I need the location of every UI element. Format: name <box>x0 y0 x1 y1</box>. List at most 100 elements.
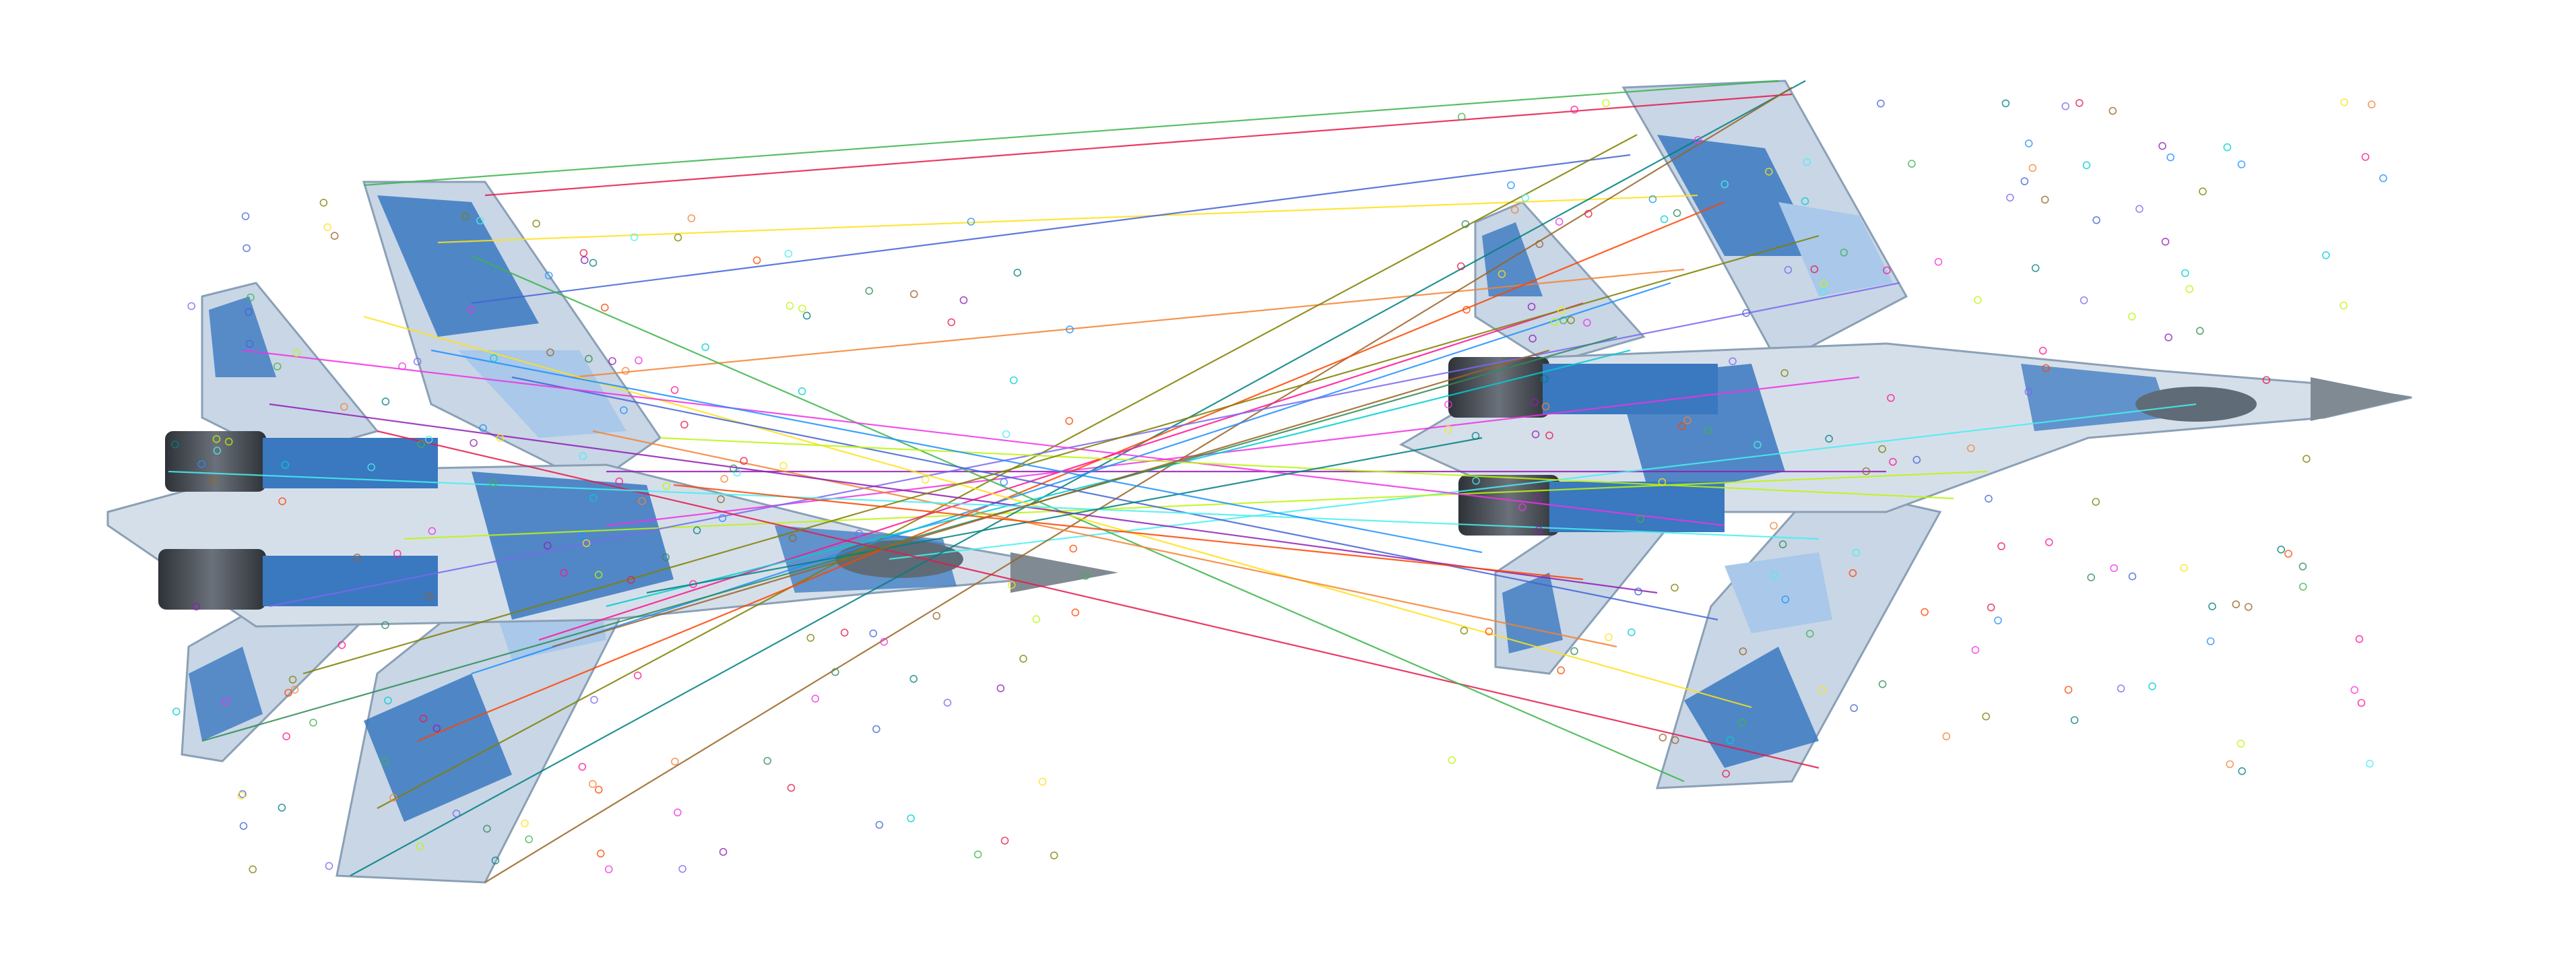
keypoint <box>330 232 339 240</box>
keypoint <box>967 218 975 226</box>
keypoint <box>1050 851 1058 860</box>
match-line <box>168 470 1820 540</box>
keypoint <box>428 527 437 536</box>
keypoint <box>237 791 245 800</box>
keypoint <box>1013 268 1022 277</box>
match-line <box>484 87 1793 883</box>
keypoint <box>2075 99 2084 107</box>
keypoint <box>973 850 982 859</box>
keypoint <box>1967 444 1975 453</box>
keypoint <box>543 542 552 550</box>
keypoint <box>600 303 609 312</box>
keypoint <box>1032 615 1041 624</box>
keypoint <box>2379 174 2387 183</box>
keypoint <box>1038 777 1047 786</box>
keypoint <box>589 494 598 503</box>
keypoint <box>784 249 793 258</box>
keypoint <box>1010 376 1018 385</box>
keypoint <box>1819 288 1828 296</box>
keypoint <box>187 302 196 311</box>
match-line <box>471 282 1671 675</box>
keypoint <box>909 674 918 683</box>
keypoint <box>2061 102 2069 110</box>
keypoint <box>802 311 811 320</box>
keypoint <box>2070 716 2079 724</box>
keypoint <box>689 580 697 588</box>
keypoint <box>798 304 806 313</box>
keypoint <box>1887 393 1895 402</box>
keypoint <box>1444 425 1452 434</box>
keypoint <box>2226 760 2234 769</box>
keypoint <box>589 780 597 788</box>
keypoint <box>2031 264 2040 272</box>
keypoint <box>875 820 884 829</box>
keypoint <box>1485 627 1493 636</box>
keypoint <box>2181 269 2189 278</box>
keypoint <box>1889 457 1897 466</box>
keypoint <box>785 302 794 310</box>
keypoint <box>2148 682 2156 690</box>
keypoint <box>282 732 290 740</box>
keypoint <box>2042 364 2050 373</box>
keypoint <box>491 856 500 865</box>
keypoint <box>947 318 956 327</box>
keypoint <box>1971 646 1980 654</box>
keypoint <box>590 696 598 704</box>
keypoint <box>1678 422 1686 430</box>
keypoint <box>1726 736 1735 744</box>
keypoint <box>580 256 589 265</box>
keypoint <box>1753 441 1762 449</box>
keypoint <box>1987 603 1995 612</box>
keypoint <box>2284 550 2292 558</box>
keypoint <box>197 460 206 468</box>
keypoint <box>1921 608 1929 616</box>
keypoint <box>1729 357 1737 366</box>
feature-match-lines <box>168 79 2197 883</box>
keypoint <box>496 434 505 442</box>
keypoint <box>1545 431 1553 440</box>
keypoint <box>608 357 616 365</box>
keypoint <box>2108 106 2117 115</box>
keypoint <box>921 476 930 484</box>
keypoint <box>1912 455 1921 464</box>
keypoint <box>1671 583 1679 592</box>
keypoint <box>910 290 918 298</box>
keypoint <box>213 447 222 455</box>
match-line <box>511 376 1718 621</box>
keypoint <box>1720 180 1729 189</box>
keypoint <box>2082 161 2091 170</box>
match-line <box>269 282 1900 608</box>
keypoint <box>1994 616 2002 624</box>
keypoint <box>381 757 389 766</box>
keypoint <box>806 634 815 642</box>
keypoint <box>2006 193 2014 202</box>
keypoint <box>170 440 179 449</box>
keypoint <box>779 461 787 470</box>
keypoint <box>2161 237 2170 246</box>
keypoint <box>2180 564 2188 572</box>
keypoint <box>1985 494 1993 503</box>
keypoint <box>479 424 487 432</box>
keypoint <box>1780 368 1789 377</box>
keypoint <box>604 865 613 874</box>
keypoint <box>798 387 806 395</box>
keypoint <box>273 362 282 370</box>
keypoint <box>1071 608 1080 617</box>
keypoint <box>2196 327 2204 335</box>
keypoint <box>2303 455 2311 463</box>
keypoint <box>1942 732 1951 740</box>
keypoint <box>2340 301 2348 310</box>
keypoint <box>1648 195 1657 203</box>
keypoint <box>633 671 642 680</box>
keypoint <box>674 808 682 816</box>
keypoint <box>2087 573 2095 582</box>
keypoint <box>2128 572 2137 581</box>
keypoint <box>1770 521 1778 530</box>
keypoint <box>2092 498 2100 506</box>
keypoint <box>292 349 301 357</box>
keypoint <box>2237 160 2246 168</box>
keypoint <box>635 356 643 364</box>
keypoint <box>1082 572 1090 580</box>
keypoint <box>2064 686 2073 694</box>
keypoint <box>2199 187 2207 196</box>
